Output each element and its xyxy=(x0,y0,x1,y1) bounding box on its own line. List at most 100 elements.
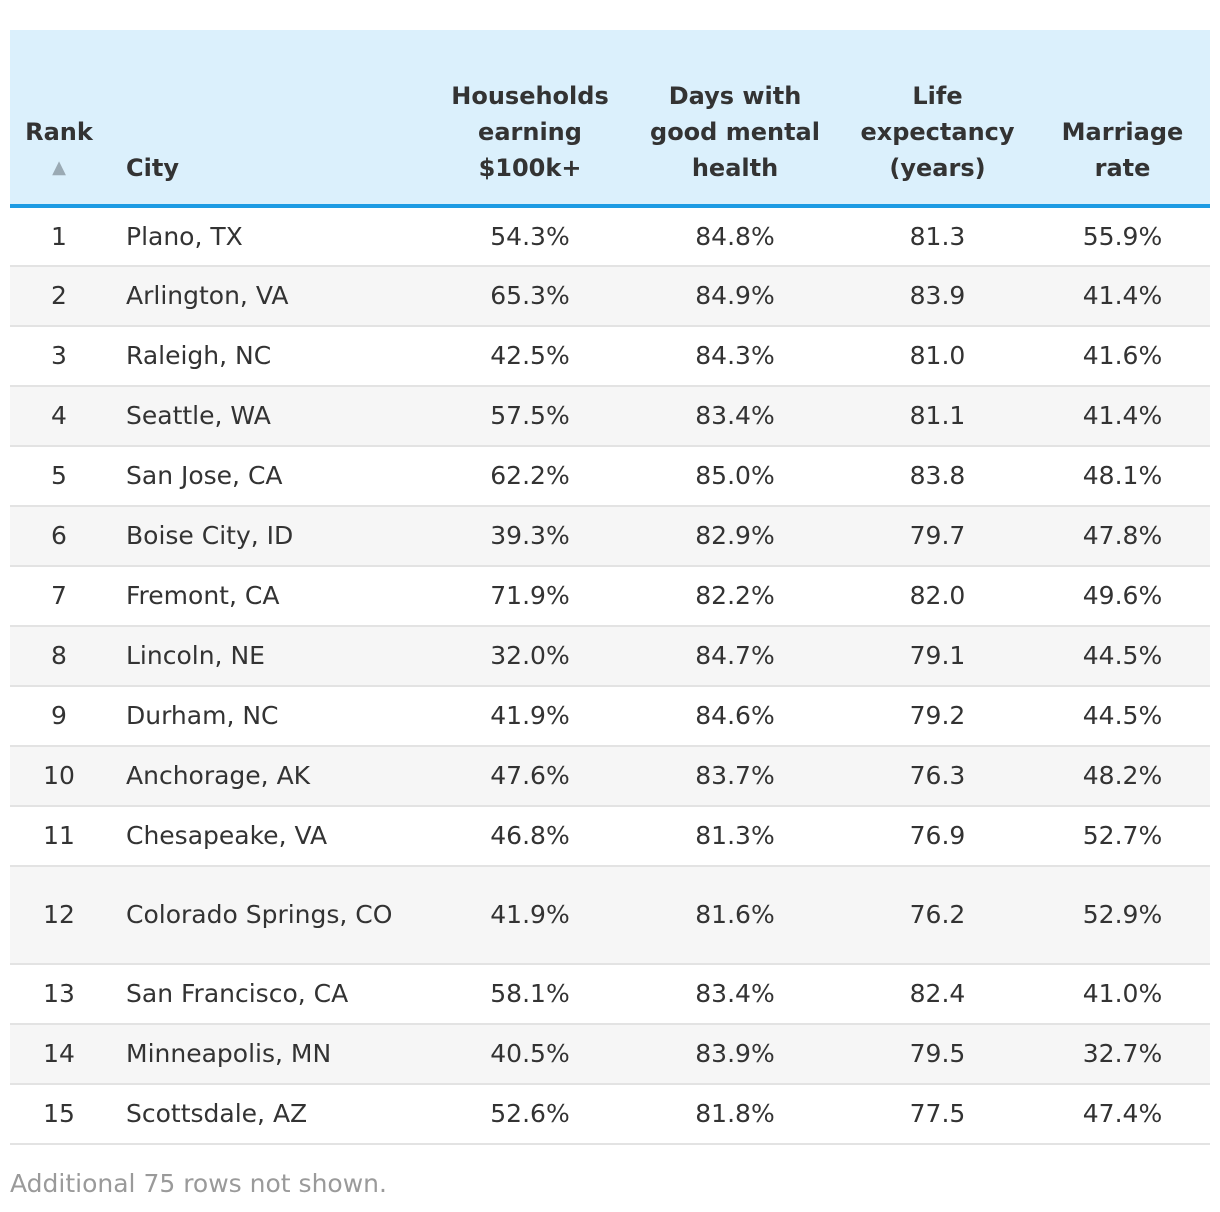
cell-life-expectancy: 79.5 xyxy=(840,1024,1035,1085)
cell-life-expectancy: 83.9 xyxy=(840,266,1035,327)
table-row: 4 Seattle, WA 57.5% 83.4% 81.1 41.4% xyxy=(10,386,1210,447)
cell-marriage-rate: 41.4% xyxy=(1035,386,1210,447)
cell-rank: 14 xyxy=(10,1024,108,1085)
cell-life-expectancy: 82.4 xyxy=(840,964,1035,1025)
cell-city: Lincoln, NE xyxy=(108,626,430,687)
column-header-marriage-rate[interactable]: Marriage rate xyxy=(1035,30,1210,208)
cell-marriage-rate: 52.7% xyxy=(1035,806,1210,867)
cell-rank: 5 xyxy=(10,446,108,507)
table-row: 6 Boise City, ID 39.3% 82.9% 79.7 47.8% xyxy=(10,506,1210,567)
cell-rank: 8 xyxy=(10,626,108,687)
cell-marriage-rate: 52.9% xyxy=(1035,866,1210,965)
cell-households: 41.9% xyxy=(430,866,630,965)
cell-days-mental-health: 83.4% xyxy=(630,964,840,1025)
table-row: 14 Minneapolis, MN 40.5% 83.9% 79.5 32.7% xyxy=(10,1024,1210,1085)
cell-rank: 3 xyxy=(10,326,108,387)
cell-households: 65.3% xyxy=(430,266,630,327)
cell-marriage-rate: 55.9% xyxy=(1035,206,1210,267)
table-row: 5 San Jose, CA 62.2% 85.0% 83.8 48.1% xyxy=(10,446,1210,507)
cell-city: Plano, TX xyxy=(108,206,430,267)
cell-rank: 15 xyxy=(10,1084,108,1145)
table-row: 13 San Francisco, CA 58.1% 83.4% 82.4 41.0% xyxy=(10,964,1210,1025)
table-row: 2 Arlington, VA 65.3% 84.9% 83.9 41.4% xyxy=(10,266,1210,327)
cell-households: 58.1% xyxy=(430,964,630,1025)
cell-life-expectancy: 79.7 xyxy=(840,506,1035,567)
cell-city: Anchorage, AK xyxy=(108,746,430,807)
cell-city: Arlington, VA xyxy=(108,266,430,327)
cell-marriage-rate: 41.0% xyxy=(1035,964,1210,1025)
header-row: Rank ▲ City Households earning $100k+ Da… xyxy=(10,30,1210,208)
table-row: 8 Lincoln, NE 32.0% 84.7% 79.1 44.5% xyxy=(10,626,1210,687)
cell-households: 39.3% xyxy=(430,506,630,567)
cell-households: 32.0% xyxy=(430,626,630,687)
cell-city: San Francisco, CA xyxy=(108,964,430,1025)
table-row: 15 Scottsdale, AZ 52.6% 81.8% 77.5 47.4% xyxy=(10,1084,1210,1145)
cell-marriage-rate: 41.6% xyxy=(1035,326,1210,387)
cell-households: 40.5% xyxy=(430,1024,630,1085)
column-header-rank[interactable]: Rank ▲ xyxy=(10,30,108,208)
cell-households: 46.8% xyxy=(430,806,630,867)
cell-marriage-rate: 48.1% xyxy=(1035,446,1210,507)
cell-days-mental-health: 83.9% xyxy=(630,1024,840,1085)
cell-life-expectancy: 82.0 xyxy=(840,566,1035,627)
cell-life-expectancy: 81.1 xyxy=(840,386,1035,447)
column-header-life-expectancy[interactable]: Life expectancy (years) xyxy=(840,30,1035,208)
table-row: 11 Chesapeake, VA 46.8% 81.3% 76.9 52.7% xyxy=(10,806,1210,867)
cell-marriage-rate: 47.8% xyxy=(1035,506,1210,567)
cell-households: 54.3% xyxy=(430,206,630,267)
cell-rank: 7 xyxy=(10,566,108,627)
cell-marriage-rate: 48.2% xyxy=(1035,746,1210,807)
column-header-households[interactable]: Households earning $100k+ xyxy=(430,30,630,208)
cell-rank: 2 xyxy=(10,266,108,327)
cell-marriage-rate: 44.5% xyxy=(1035,686,1210,747)
cell-rank: 13 xyxy=(10,964,108,1025)
cell-life-expectancy: 81.0 xyxy=(840,326,1035,387)
table-row: 9 Durham, NC 41.9% 84.6% 79.2 44.5% xyxy=(10,686,1210,747)
cell-days-mental-health: 83.7% xyxy=(630,746,840,807)
cell-city: Fremont, CA xyxy=(108,566,430,627)
cell-rank: 9 xyxy=(10,686,108,747)
column-header-rank-label: Rank xyxy=(25,118,93,146)
cell-city: Scottsdale, AZ xyxy=(108,1084,430,1145)
cell-life-expectancy: 77.5 xyxy=(840,1084,1035,1145)
cell-households: 42.5% xyxy=(430,326,630,387)
cell-days-mental-health: 84.3% xyxy=(630,326,840,387)
table-body: 1 Plano, TX 54.3% 84.8% 81.3 55.9% 2 Arlington,… xyxy=(10,206,1210,1145)
cell-rank: 10 xyxy=(10,746,108,807)
cell-marriage-rate: 32.7% xyxy=(1035,1024,1210,1085)
table-row: 3 Raleigh, NC 42.5% 84.3% 81.0 41.6% xyxy=(10,326,1210,387)
column-header-days-mental-health[interactable]: Days with good mental health xyxy=(630,30,840,208)
cell-city: Durham, NC xyxy=(108,686,430,747)
cell-days-mental-health: 81.6% xyxy=(630,866,840,965)
cell-city: Minneapolis, MN xyxy=(108,1024,430,1085)
ranking-table-container: Rank ▲ City Households earning $100k+ Da… xyxy=(10,30,1210,1145)
cell-life-expectancy: 76.9 xyxy=(840,806,1035,867)
cell-rank: 11 xyxy=(10,806,108,867)
cell-city: San Jose, CA xyxy=(108,446,430,507)
cell-days-mental-health: 82.2% xyxy=(630,566,840,627)
ranking-table: Rank ▲ City Households earning $100k+ Da… xyxy=(10,30,1210,1145)
sort-ascending-icon: ▲ xyxy=(52,157,66,178)
cell-marriage-rate: 41.4% xyxy=(1035,266,1210,327)
cell-days-mental-health: 84.6% xyxy=(630,686,840,747)
cell-households: 62.2% xyxy=(430,446,630,507)
cell-days-mental-health: 81.3% xyxy=(630,806,840,867)
cell-rank: 6 xyxy=(10,506,108,567)
cell-households: 71.9% xyxy=(430,566,630,627)
cell-rank: 4 xyxy=(10,386,108,447)
cell-city: Seattle, WA xyxy=(108,386,430,447)
cell-life-expectancy: 76.2 xyxy=(840,866,1035,965)
cell-days-mental-health: 85.0% xyxy=(630,446,840,507)
cell-days-mental-health: 84.8% xyxy=(630,206,840,267)
cell-marriage-rate: 47.4% xyxy=(1035,1084,1210,1145)
column-header-city[interactable]: City xyxy=(108,30,430,208)
table-row: 10 Anchorage, AK 47.6% 83.7% 76.3 48.2% xyxy=(10,746,1210,807)
cell-life-expectancy: 79.1 xyxy=(840,626,1035,687)
table-header: Rank ▲ City Households earning $100k+ Da… xyxy=(10,30,1210,208)
cell-city: Chesapeake, VA xyxy=(108,806,430,867)
cell-life-expectancy: 76.3 xyxy=(840,746,1035,807)
cell-city: Raleigh, NC xyxy=(108,326,430,387)
cell-days-mental-health: 84.7% xyxy=(630,626,840,687)
cell-city: Colorado Springs, CO xyxy=(108,866,430,965)
cell-life-expectancy: 81.3 xyxy=(840,206,1035,267)
